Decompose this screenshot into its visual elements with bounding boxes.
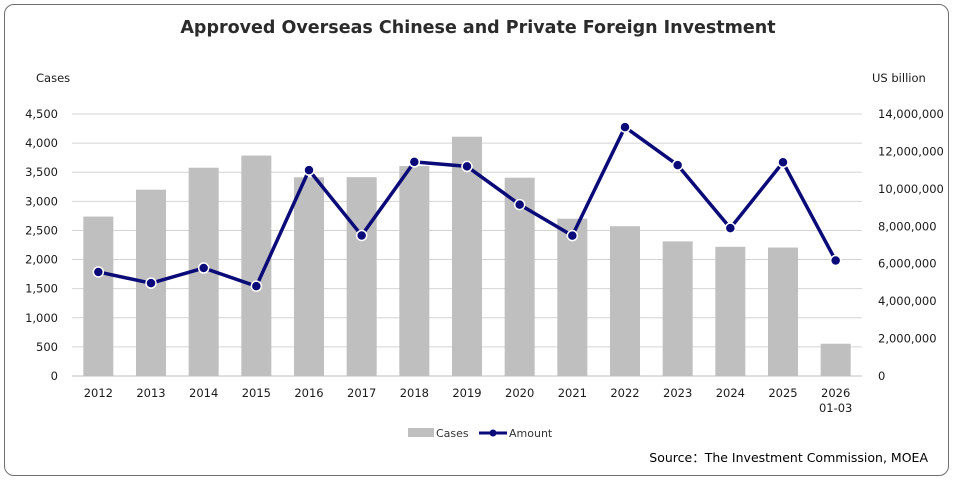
- right-axis-label: US billion: [872, 71, 926, 85]
- amount-point: [250, 280, 263, 292]
- right-tick-label: 4,000,000: [878, 294, 937, 308]
- line-series-amount: [92, 121, 842, 292]
- bar: [557, 218, 588, 376]
- right-tick-label: 6,000,000: [878, 257, 937, 271]
- left-tick-label: 0: [51, 369, 58, 383]
- left-tick-label: 500: [36, 340, 58, 354]
- x-tick-label: 2026: [821, 386, 850, 400]
- amount-point: [777, 156, 789, 169]
- left-tick-label: 2,500: [25, 223, 58, 237]
- bar: [820, 343, 851, 376]
- x-tick-label: 2015: [242, 386, 271, 400]
- right-tick-label: 8,000,000: [878, 219, 937, 233]
- amount-point: [566, 229, 579, 242]
- left-tick-label: 3,500: [25, 165, 58, 179]
- x-tick-label: 2019: [452, 386, 481, 400]
- amount-point: [724, 222, 737, 234]
- amount-point: [408, 156, 421, 168]
- x-tick-label: 2017: [347, 386, 376, 400]
- amount-point: [303, 164, 315, 176]
- x-tick-label: 2018: [400, 386, 429, 400]
- right-tick-label: 2,000,000: [878, 332, 937, 346]
- bar: [715, 246, 746, 376]
- bar: [451, 136, 483, 376]
- right-axis-ticks: 0 2,000,000 4,000,000 6,000,000 8,000,000 10,…: [878, 107, 944, 383]
- amount-point: [619, 121, 631, 133]
- legend: Cases Amount: [408, 427, 553, 440]
- bar: [767, 247, 799, 376]
- x-tick-label: 2016: [294, 386, 323, 400]
- amount-point: [671, 159, 684, 171]
- left-tick-label: 2,000: [25, 253, 58, 267]
- left-tick-label: 4,000: [25, 136, 58, 150]
- right-tick-label: 10,000,000: [878, 182, 944, 196]
- bar: [83, 216, 114, 376]
- left-axis-ticks: 0 500 1,000 1,500 2,000 2,500 3,000 3,500 4,000 4…: [25, 107, 58, 383]
- source-note: Source：The Investment Commission, MOEA: [649, 450, 928, 465]
- x-axis-ticks: 2012 2013 2014 2015 2016 2017 2018 2019 2020 2021…: [84, 386, 853, 415]
- bar: [346, 177, 377, 376]
- left-tick-label: 4,500: [25, 107, 58, 121]
- legend-label-cases: Cases: [436, 427, 469, 440]
- x-tick-label: 2022: [610, 386, 639, 400]
- bar: [399, 166, 430, 376]
- left-tick-label: 1,000: [25, 311, 58, 325]
- x-tick-label: 2021: [558, 386, 587, 400]
- amount-point: [513, 198, 526, 211]
- x-tick-label: 2014: [189, 386, 218, 400]
- legend-swatch-cases: [408, 428, 434, 437]
- left-tick-label: 3,000: [25, 194, 58, 208]
- amount-point: [461, 160, 473, 173]
- bar: [609, 226, 641, 376]
- legend-marker-amount: [489, 429, 497, 437]
- x-tick-label: 2025: [768, 386, 797, 400]
- amount-point: [145, 277, 157, 289]
- right-tick-label: 0: [878, 369, 885, 383]
- amount-point: [829, 254, 842, 267]
- right-tick-label: 14,000,000: [878, 107, 944, 121]
- x-tick-label: 2012: [84, 386, 113, 400]
- bar: [662, 241, 693, 376]
- x-tick-label: 2013: [136, 386, 165, 400]
- left-axis-label: Cases: [36, 71, 70, 85]
- x-tick-label: 01-03: [819, 401, 852, 415]
- x-tick-label: 2024: [716, 386, 745, 400]
- amount-point: [197, 262, 210, 274]
- chart-title: Approved Overseas Chinese and Private Fo…: [180, 18, 775, 38]
- x-tick-label: 2023: [663, 386, 692, 400]
- left-tick-label: 1,500: [25, 282, 58, 296]
- amount-point: [92, 266, 105, 278]
- right-tick-label: 12,000,000: [878, 144, 944, 158]
- bar: [293, 177, 325, 376]
- amount-point: [355, 229, 368, 242]
- x-tick-label: 2020: [505, 386, 534, 400]
- legend-label-amount: Amount: [509, 427, 553, 440]
